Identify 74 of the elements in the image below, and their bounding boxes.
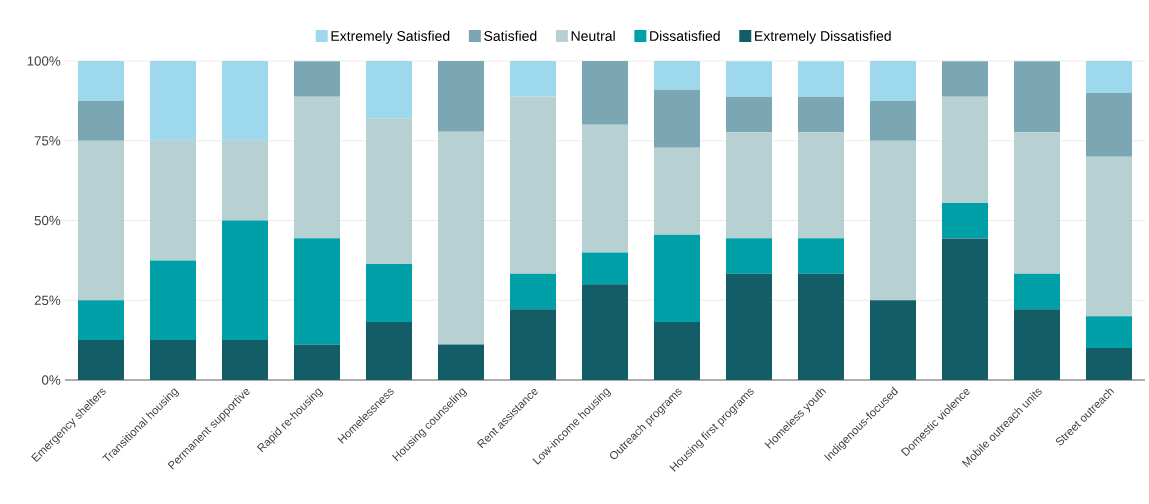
bar	[870, 140, 917, 301]
bar	[438, 344, 485, 380]
bar	[582, 124, 629, 253]
bar	[1086, 92, 1133, 157]
bar	[294, 238, 341, 345]
legend-label: Extremely Dissatisfied	[755, 30, 891, 44]
bar	[942, 61, 989, 97]
bar	[510, 309, 556, 380]
bar	[798, 132, 845, 239]
y-tick-label: 100%	[27, 56, 61, 66]
y-tick-label: 25%	[34, 295, 61, 305]
bar	[222, 340, 268, 380]
bar	[78, 300, 124, 341]
bar	[150, 140, 197, 261]
bar	[870, 61, 917, 101]
bar	[1014, 273, 1061, 310]
bar	[78, 61, 124, 101]
bar	[654, 147, 701, 235]
bar	[510, 273, 556, 310]
bar	[654, 234, 701, 322]
bar	[1086, 348, 1133, 380]
bar	[366, 321, 412, 380]
bar	[78, 100, 124, 141]
bar	[942, 238, 989, 380]
bar	[1014, 132, 1061, 274]
bar	[222, 61, 268, 141]
legend-label: Satisfied	[484, 30, 537, 41]
bar	[870, 300, 917, 380]
bar	[798, 273, 845, 380]
legend-label: Neutral	[571, 30, 615, 41]
bar	[726, 96, 773, 133]
bar	[942, 202, 989, 239]
bar	[870, 100, 917, 141]
bar	[1086, 316, 1133, 349]
bar	[582, 61, 629, 125]
bar	[510, 61, 556, 97]
bar	[438, 61, 485, 132]
bar	[366, 263, 412, 322]
bar	[294, 61, 341, 97]
y-tick-label: 50%	[34, 215, 61, 226]
y-tick-label: 75%	[34, 136, 61, 146]
bar	[438, 131, 485, 345]
bar	[78, 140, 124, 301]
legend-label: Dissatisfied	[650, 30, 720, 41]
bar	[510, 96, 556, 274]
bar	[1014, 309, 1061, 380]
legend-label: Extremely Satisfied	[331, 30, 450, 44]
bar	[222, 140, 268, 221]
bar	[726, 61, 773, 97]
bar	[798, 61, 845, 97]
bar	[294, 344, 341, 380]
bar	[366, 118, 412, 264]
bar	[366, 61, 412, 119]
bar	[582, 252, 629, 285]
bar	[222, 220, 268, 341]
bar	[150, 260, 197, 341]
y-tick-label: 0%	[41, 375, 61, 385]
bar	[78, 340, 124, 380]
bar	[654, 61, 701, 90]
bar	[1014, 61, 1061, 133]
bar	[150, 340, 197, 380]
bar	[726, 238, 773, 274]
bar	[726, 273, 773, 380]
bar	[582, 284, 629, 380]
bar	[726, 132, 773, 239]
bar	[294, 96, 341, 239]
bar	[798, 238, 845, 274]
bar	[798, 96, 845, 133]
bar	[654, 321, 701, 380]
bar	[1086, 156, 1133, 317]
bar	[1086, 61, 1133, 93]
bar	[942, 96, 989, 203]
bar	[150, 61, 197, 141]
bar	[654, 89, 701, 148]
